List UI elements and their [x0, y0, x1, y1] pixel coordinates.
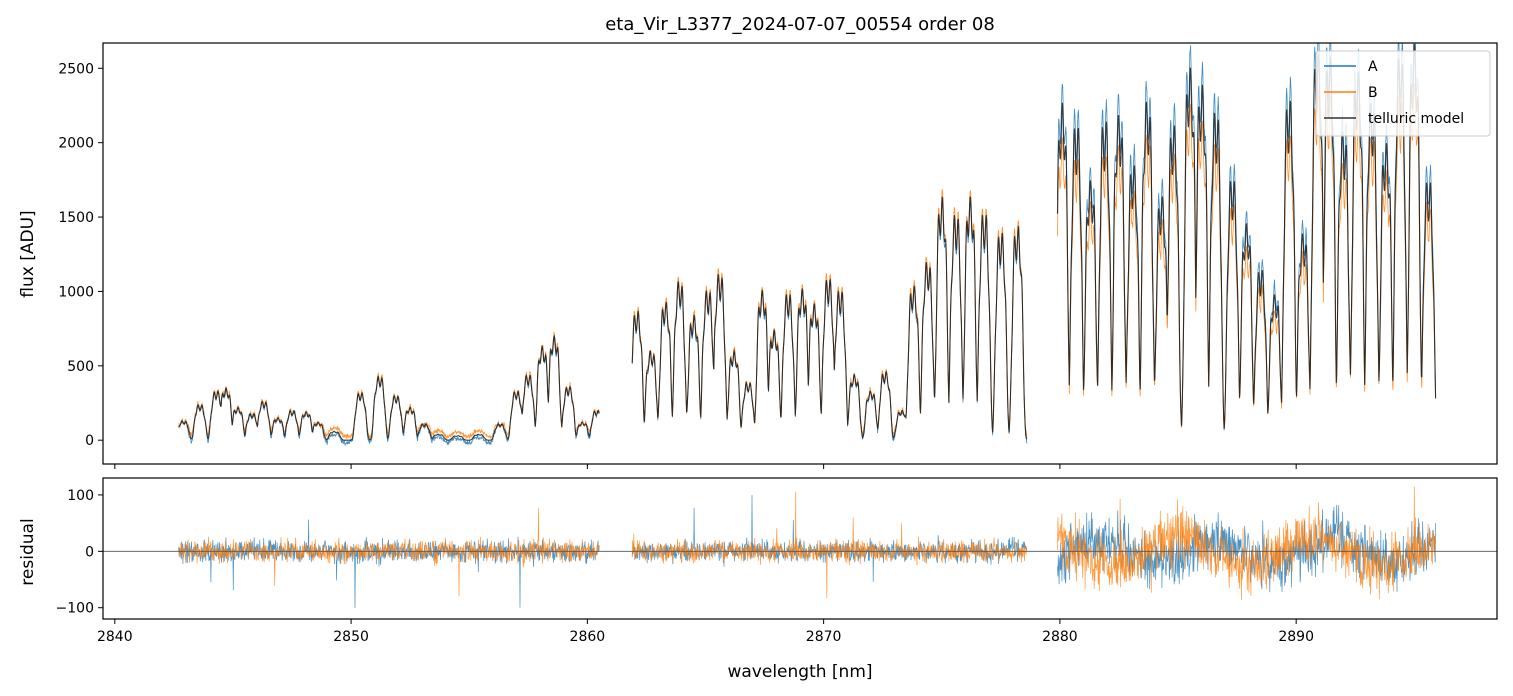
legend-label-model: telluric model: [1368, 111, 1464, 127]
telluric-model-line-seg-2: [1056, 43, 1437, 429]
xtick-label-2: 2860: [570, 629, 606, 645]
flux-plot-area: [103, 43, 1497, 464]
legend-box: [1315, 50, 1491, 137]
xtick-label-3: 2870: [806, 629, 842, 645]
flux-panel: 0 500 1000 1500 2000 2500 flux [ADU] A B tell…: [18, 42, 1498, 469]
residual-b-line-seg-1: [631, 491, 1028, 599]
telluric-model-line-seg-0: [178, 334, 600, 441]
residual-panel: 100 0 −100 2840 2850 2860 2870 2880 2890 residu…: [18, 477, 1498, 645]
chart-title: eta_Vir_L3377_2024-07-07_00554 order 08: [605, 14, 995, 35]
flux-ylabel: flux [ADU]: [18, 210, 38, 297]
residual-ytick-label-2: −100: [56, 601, 94, 617]
xtick-label-0: 2840: [97, 629, 133, 645]
telluric-model-line-seg-1: [631, 196, 1028, 440]
flux-ytick-label-5: 2500: [58, 61, 94, 77]
legend-label-b: B: [1368, 85, 1378, 101]
residual-ylabel: residual: [18, 518, 38, 585]
xtick-label-4: 2880: [1042, 629, 1078, 645]
residual-ytick-label-1: 0: [85, 544, 94, 560]
flux-ytick-label-2: 1000: [58, 284, 94, 300]
flux-ytick-label-3: 1500: [58, 210, 94, 226]
legend: A B telluric model: [1315, 50, 1491, 137]
series-a-line-seg-2: [1057, 43, 1436, 431]
residual-ytick-label-0: 100: [67, 488, 94, 504]
xlabel: wavelength [nm]: [727, 662, 872, 682]
series-b-line-seg-2: [1057, 82, 1436, 429]
xtick-label-1: 2850: [333, 629, 369, 645]
legend-label-a: A: [1368, 59, 1378, 75]
flux-ytick-label-4: 2000: [58, 136, 94, 152]
xtick-label-5: 2890: [1278, 629, 1314, 645]
residual-plot-frame: [102, 477, 1498, 620]
residual-b-line-seg-0: [178, 508, 600, 597]
flux-ytick-label-1: 500: [67, 359, 94, 375]
flux-plot-frame: [102, 42, 1498, 465]
flux-ytick-label-0: 0: [85, 433, 94, 449]
